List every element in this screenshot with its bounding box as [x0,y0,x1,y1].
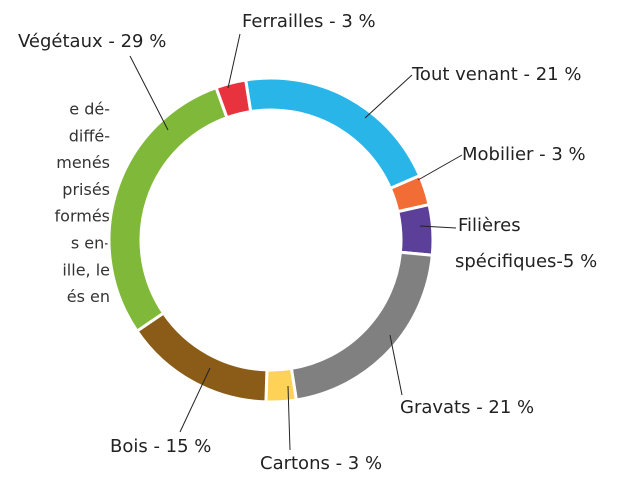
leader-line [227,33,241,89]
donut-segment [214,78,253,120]
leader-line [389,334,403,396]
segment-label: spécifiques-5 % [455,251,597,272]
body-text: formés [55,207,110,226]
donut-segment [289,250,434,402]
body-text: diffé- [69,126,110,145]
leader-line [419,225,457,229]
segment-label: Filières [458,215,521,236]
segment-label: Bois - 15 % [110,436,211,457]
leader-line [287,385,291,451]
segment-label: Ferrailles - 3 % [242,11,376,32]
leader-line [129,55,169,131]
segment-label: Mobilier - 3 % [462,144,586,165]
body-text: és en [67,287,110,306]
body-text: prisés [62,180,110,199]
leader-line [179,367,211,433]
leader-line [417,154,463,181]
donut-segment [107,85,229,334]
segment-label: Gravats - 21 % [400,397,534,418]
leader-line [364,74,413,119]
body-text: s en- [71,234,110,253]
donut-segment [134,310,269,404]
segment-label: Végétaux - 29 % [18,31,166,52]
segment-label: Cartons - 3 % [260,453,382,474]
segment-label: Tout venant - 21 % [411,64,581,85]
body-text: menés [56,153,110,172]
donut-segment [396,202,435,257]
donut-segment [243,76,422,191]
donut-segment [264,366,299,404]
body-text: ille, le [62,260,110,279]
body-text: e dé- [69,100,110,119]
